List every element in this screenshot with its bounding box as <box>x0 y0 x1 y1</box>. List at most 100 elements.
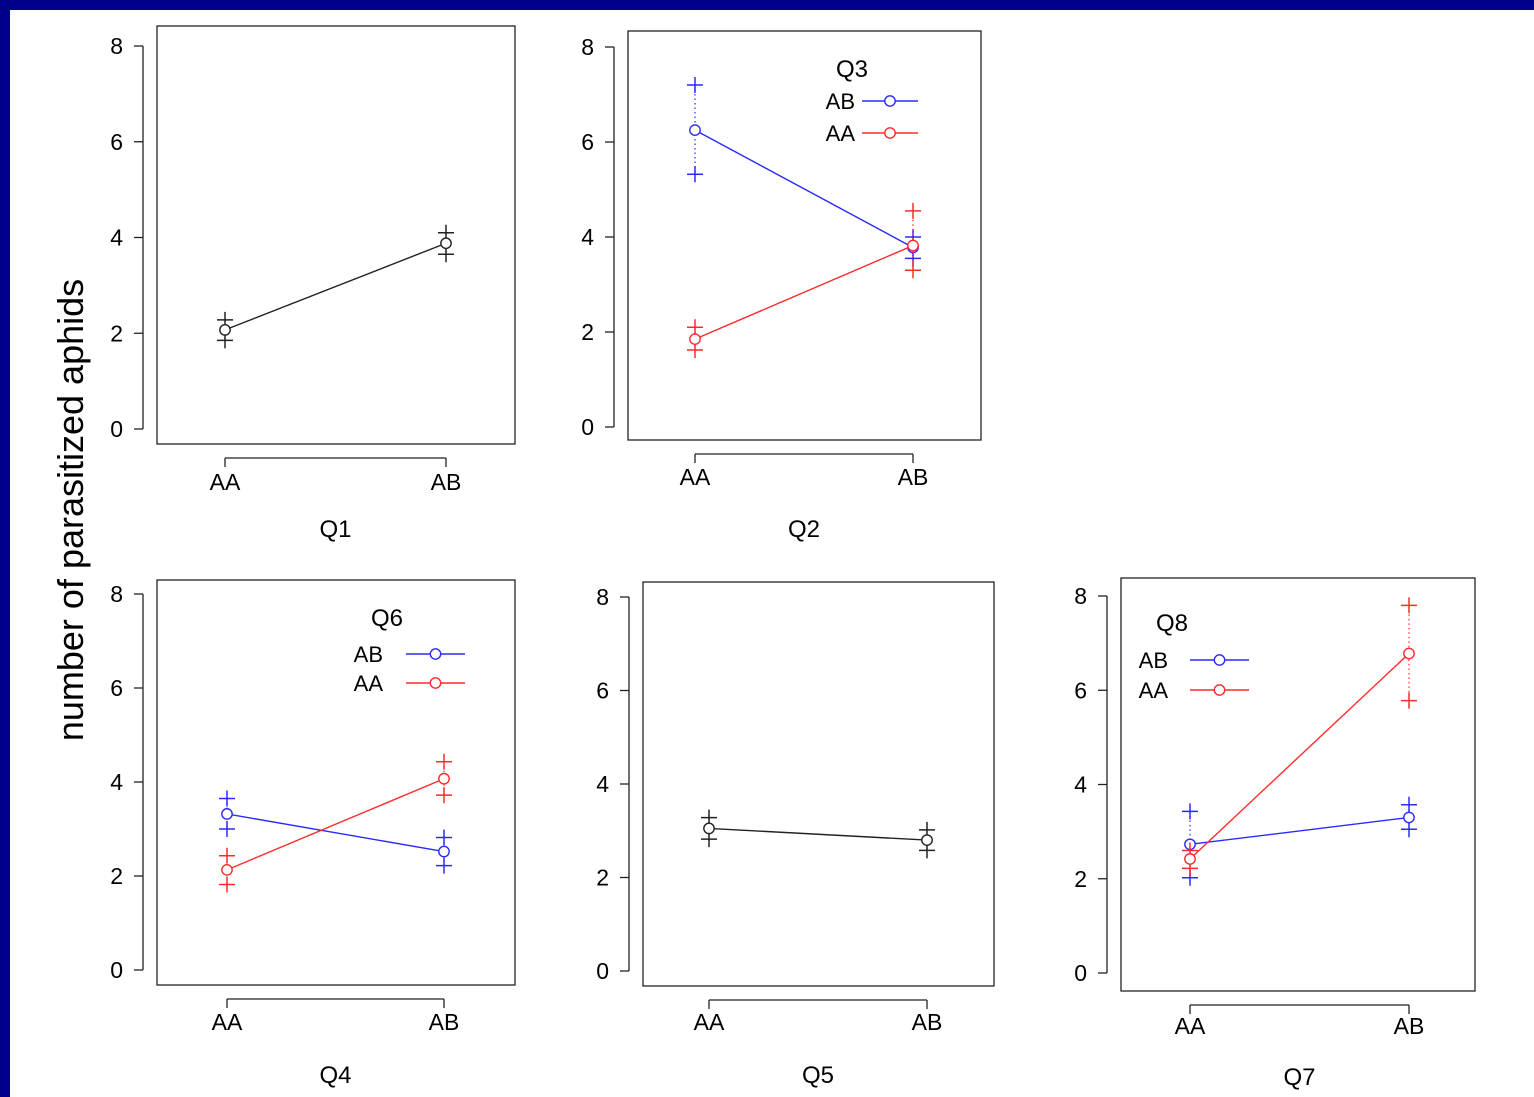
lower-bound-marker-aa <box>905 262 921 279</box>
legend-label-aa: AA <box>1139 678 1169 703</box>
y-tick-label: 8 <box>581 34 594 60</box>
chart-panel-q5: 0 2 4 6 8 AA AB Q5 <box>596 581 995 1089</box>
upper-bound-marker-ab <box>1401 796 1417 813</box>
y-tick-label: 4 <box>110 225 123 251</box>
upper-bound-marker-ab <box>436 829 452 846</box>
series-line-single <box>224 242 447 331</box>
lower-bound-marker-aa <box>436 787 452 804</box>
legend-marker-aa <box>429 677 442 689</box>
x-axis-label: Q2 <box>788 516 820 543</box>
y-tick-label: 6 <box>581 129 594 155</box>
x-axis-label: Q5 <box>802 1062 834 1089</box>
lower-bound-marker-aa <box>219 876 235 893</box>
data-point-ab <box>1403 811 1415 824</box>
y-axis-label: number of parasitized aphids <box>50 278 91 742</box>
chart-panel-q2: 0 2 4 6 8 AA AB Q2 Q3 AB AA <box>581 30 982 543</box>
x-axis-label: Q1 <box>319 516 351 543</box>
series-line-ab <box>1189 816 1410 846</box>
y-tick-label: 0 <box>1074 960 1087 986</box>
y-tick-label: 0 <box>110 957 123 983</box>
data-point-aa <box>689 333 701 346</box>
y-tick-label: 6 <box>596 678 609 704</box>
plot-frame <box>642 581 995 987</box>
chart-panel-q4: 0 2 4 6 8 AA AB Q4 Q6 AB AA <box>110 579 516 1089</box>
x-tick-label-ab: AB <box>1394 1013 1425 1039</box>
data-point-single <box>219 323 231 336</box>
series-line-ab <box>694 129 914 249</box>
x-tick-label-ab: AB <box>898 464 929 490</box>
legend-label-ab: AB <box>354 642 383 667</box>
y-tick-label: 8 <box>596 584 609 610</box>
data-point-ab <box>689 124 701 137</box>
plot-frame <box>627 30 982 441</box>
series-line-aa <box>226 778 445 871</box>
series-line-single <box>708 827 928 841</box>
slide: number of parasitized aphids 0 2 4 6 8 AA AB Q1… <box>10 10 1534 1097</box>
y-tick-label: 2 <box>596 865 609 891</box>
data-point-ab <box>438 845 450 858</box>
data-point-aa <box>438 772 450 785</box>
legend-marker-aa <box>884 127 896 139</box>
x-tick-label-ab: AB <box>912 1009 943 1035</box>
upper-bound-marker-aa <box>436 753 452 770</box>
y-tick-label: 2 <box>581 319 594 345</box>
x-axis-label: Q4 <box>319 1062 351 1089</box>
legend-marker-ab <box>1213 654 1226 666</box>
plot-frame <box>156 579 516 986</box>
chart-panel-q1: 0 2 4 6 8 AA AB Q1 <box>110 25 516 543</box>
legend-marker-ab <box>884 95 896 107</box>
x-tick-label-aa: AA <box>212 1009 243 1035</box>
x-tick-label-aa: AA <box>694 1009 725 1035</box>
data-point-aa <box>221 863 233 876</box>
legend-title: Q8 <box>1156 610 1188 637</box>
upper-bound-marker-aa <box>1401 597 1417 614</box>
y-tick-label: 4 <box>110 769 123 795</box>
y-tick-label: 6 <box>110 675 123 701</box>
data-point-single <box>703 822 715 835</box>
y-tick-label: 2 <box>110 320 123 346</box>
y-tick-label: 0 <box>110 416 123 442</box>
x-tick-label-aa: AA <box>680 464 711 490</box>
data-point-single <box>921 834 933 846</box>
chart-panel-q7: 0 2 4 6 8 AA AB Q7 Q8 AB AA <box>1074 577 1476 1091</box>
upper-bound-marker-aa <box>687 319 703 336</box>
lower-bound-marker-aa <box>1401 692 1417 709</box>
data-point-aa <box>907 239 919 252</box>
x-tick-label-aa: AA <box>1175 1013 1206 1039</box>
lower-bound-marker-ab <box>219 821 235 837</box>
legend-title: Q6 <box>371 605 403 632</box>
series-line-aa <box>694 244 914 340</box>
legend-marker-aa <box>1213 684 1226 696</box>
legend-label-aa: AA <box>354 671 384 696</box>
y-tick-label: 8 <box>110 581 123 607</box>
y-tick-label: 2 <box>1074 866 1087 892</box>
y-tick-label: 0 <box>581 414 594 440</box>
lower-bound-marker-ab <box>687 166 703 183</box>
data-point-ab <box>221 808 233 820</box>
legend-label-ab: AB <box>826 89 855 114</box>
x-axis-label: Q7 <box>1283 1064 1315 1091</box>
upper-bound-marker-ab <box>219 790 235 807</box>
legend-marker-ab <box>429 648 442 660</box>
y-tick-label: 8 <box>110 33 123 59</box>
series-line-ab <box>226 813 445 853</box>
upper-bound-marker-aa <box>905 202 921 219</box>
plot-frame <box>156 25 516 445</box>
legend-label-ab: AB <box>1139 648 1168 673</box>
x-tick-label-ab: AB <box>431 469 462 495</box>
series-line-aa <box>1189 652 1410 860</box>
legend-title: Q3 <box>836 56 868 83</box>
y-tick-label: 0 <box>596 958 609 984</box>
data-point-aa <box>1184 853 1196 865</box>
y-tick-label: 6 <box>110 129 123 155</box>
x-tick-label-aa: AA <box>210 469 241 495</box>
y-tick-label: 8 <box>1074 583 1087 609</box>
y-tick-label: 4 <box>1074 772 1087 798</box>
x-tick-label-ab: AB <box>429 1009 460 1035</box>
plot-frame <box>1120 577 1476 992</box>
upper-bound-marker-ab <box>1182 803 1198 820</box>
lower-bound-marker-ab <box>1401 821 1417 838</box>
legend-label-aa: AA <box>826 121 856 146</box>
y-tick-label: 2 <box>110 863 123 889</box>
y-tick-label: 4 <box>581 224 594 250</box>
